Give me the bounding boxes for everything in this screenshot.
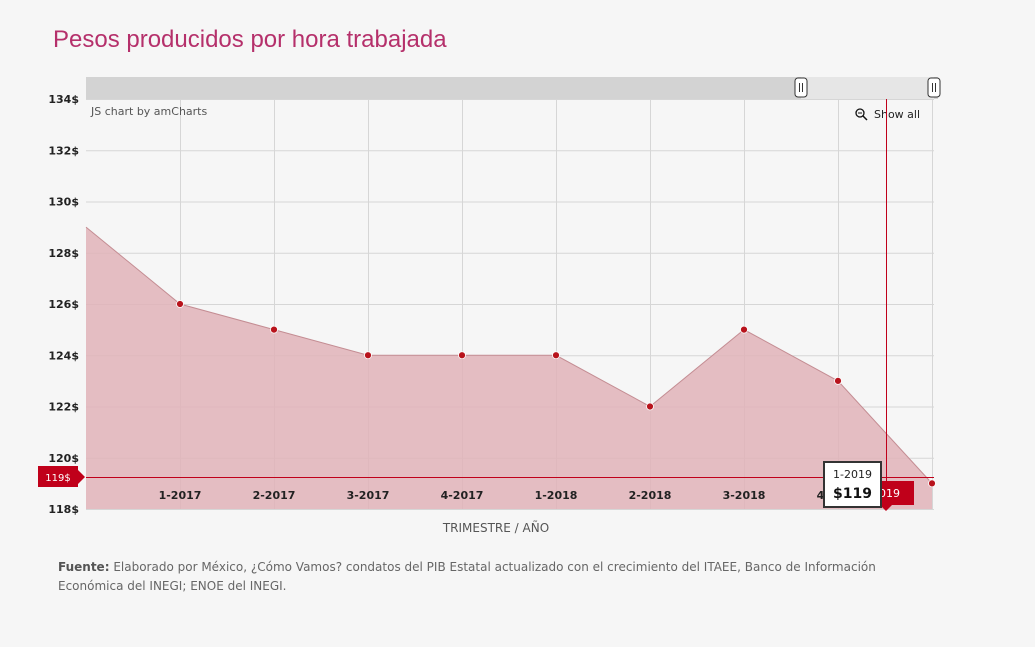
zoom-icon <box>855 108 868 121</box>
data-point-4-2018[interactable] <box>834 376 842 385</box>
y-tick-label-132: 132$ <box>48 144 79 157</box>
scrollbar-track[interactable] <box>86 77 938 99</box>
x-tick-label-4-2017: 4-2017 <box>441 489 484 502</box>
y-tick-label-130: 130$ <box>48 196 79 209</box>
area-layer <box>85 226 933 509</box>
x-tick-label-2-2018: 2-2018 <box>629 489 672 502</box>
x-tick-label-3-2018: 3-2018 <box>723 489 766 502</box>
show-all-button[interactable]: Show all <box>855 108 920 121</box>
page-title: Pesos producidos por hora trabajada <box>53 26 447 53</box>
x-tick-label-1-2018: 1-2018 <box>535 489 578 502</box>
y-tick-label-122: 122$ <box>48 401 79 414</box>
chart-credit[interactable]: JS chart by amCharts <box>90 105 207 118</box>
data-point-3-2017[interactable] <box>364 351 372 360</box>
scrollbar-left-grip[interactable] <box>794 77 808 98</box>
x-axis-title: TRIMESTRE / AÑO <box>442 520 549 535</box>
data-point-1-2019[interactable] <box>928 479 936 488</box>
source-label: Fuente: <box>58 560 110 574</box>
y-tick-label-128: 128$ <box>48 247 79 260</box>
area-fill <box>86 227 932 509</box>
y-axis: 118$ 120$ 122$ 124$ 126$ 128$ 130$ 132$ 134$ <box>48 93 79 516</box>
cursor-y-badge: 119$ <box>38 466 85 487</box>
data-point-4-2017[interactable] <box>458 351 466 360</box>
source-footer: Fuente: Elaborado por México, ¿Cómo Vamo… <box>58 558 918 596</box>
data-point-2-2017[interactable] <box>270 325 278 334</box>
y-tick-label-120: 120$ <box>48 452 79 465</box>
data-point-1-2017[interactable] <box>176 300 184 308</box>
y-tick-label-134: 134$ <box>48 93 79 106</box>
scrollbar-right-grip[interactable] <box>927 77 941 98</box>
data-point-2-2018[interactable] <box>646 402 654 411</box>
series-line <box>85 226 933 484</box>
source-text: Elaborado por México, ¿Cómo Vamos? conda… <box>58 560 876 593</box>
data-point-1-2018[interactable] <box>552 351 560 360</box>
tooltip-value: $119 <box>833 486 872 502</box>
cursor-y-value: 119$ <box>45 473 70 484</box>
y-tick-label-126: 126$ <box>48 298 79 311</box>
x-tick-label-1-2017: 1-2017 <box>159 489 202 502</box>
y-tick-label-124: 124$ <box>48 349 79 362</box>
show-all-label: Show all <box>874 108 920 121</box>
x-tick-label-2-2017: 2-2017 <box>253 489 296 502</box>
y-tick-label-118: 118$ <box>48 503 79 516</box>
data-point-3-2018[interactable] <box>740 325 748 334</box>
x-tick-label-3-2017: 3-2017 <box>347 489 390 502</box>
tooltip: 1-2019 $119 <box>823 461 882 508</box>
data-points <box>176 300 936 488</box>
tooltip-category: 1-2019 <box>833 468 872 481</box>
scrollbar-selection[interactable] <box>801 77 934 99</box>
